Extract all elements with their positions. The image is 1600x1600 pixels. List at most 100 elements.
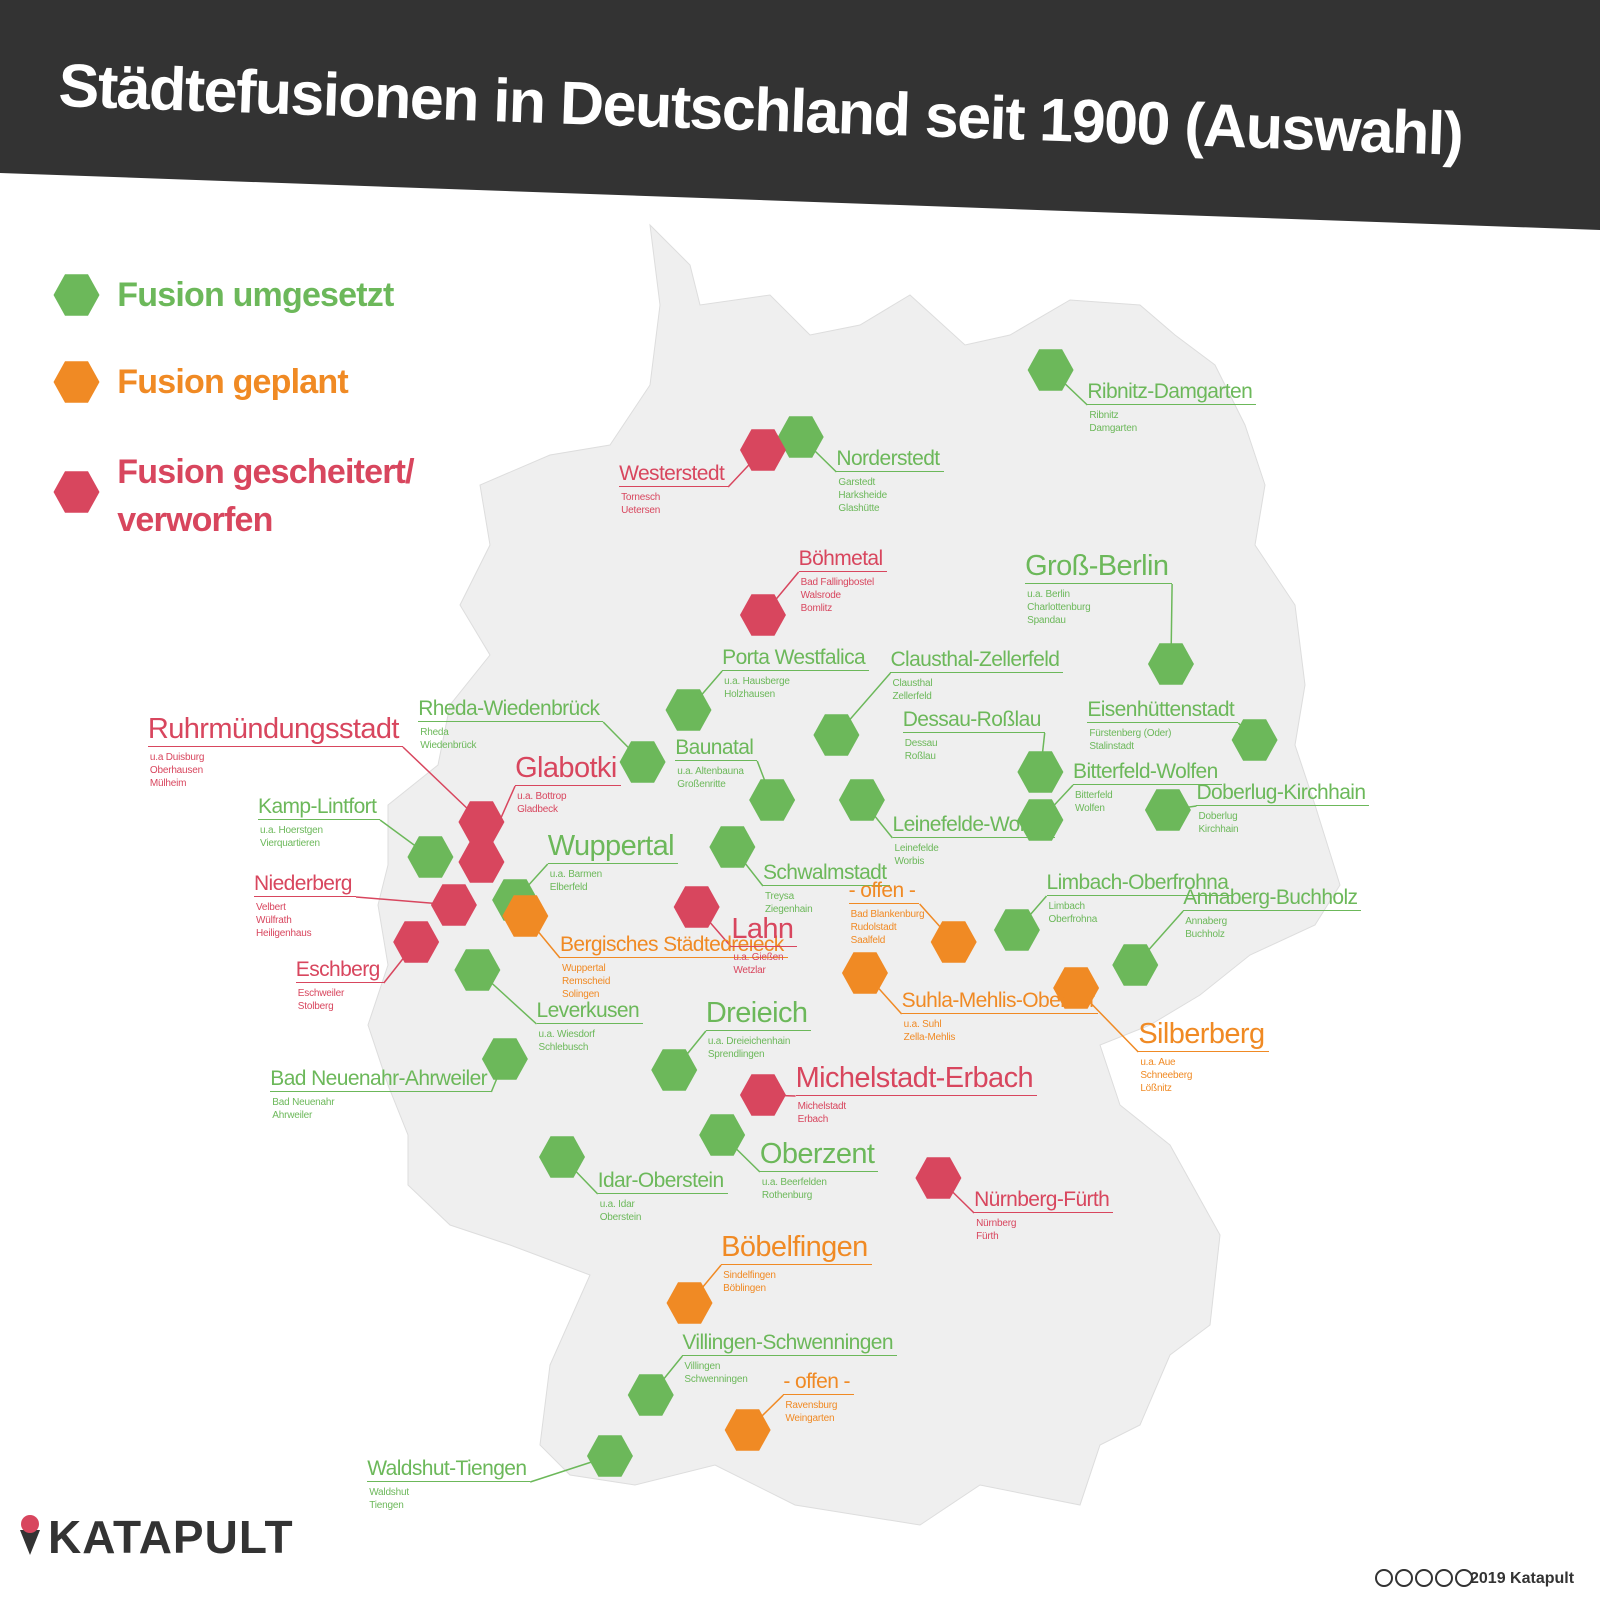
place-detail: u.a. Gießen (733, 952, 784, 963)
place-name: Waldshut-Tiengen (367, 1457, 531, 1483)
place-detail: Velbert (255, 902, 286, 913)
place-name: Suhla-Mehlis-Oberhof (901, 989, 1098, 1015)
place-hexagon (673, 886, 720, 928)
place-detail: Stolberg (297, 1001, 334, 1012)
place-detail: Garstedt (838, 477, 876, 488)
place-detail: Doberlug (1198, 811, 1238, 822)
place-detail: u.a. Barmen (549, 869, 603, 880)
place-name: Rheda-Wiedenbrück (418, 697, 604, 723)
place-name: Doberlug-Kirchhain (1196, 781, 1370, 807)
place-detail: u.a. Idar (599, 1199, 635, 1210)
place-hexagon (1027, 349, 1074, 391)
place-hexagon (1231, 719, 1278, 761)
place-detail: Roßlau (904, 751, 936, 762)
place-name: Baunatal (675, 736, 758, 762)
legend-label: Fusion geplant (117, 363, 348, 401)
place-hexagon (749, 779, 796, 821)
place-hexagon (454, 949, 501, 991)
place-hexagon (709, 826, 756, 868)
place-name: Bad Neuenahr-Ahrweiler (270, 1067, 492, 1093)
logo-icon (20, 1515, 40, 1555)
place-hexagon (458, 801, 505, 843)
place-detail: Ribnitz (1089, 410, 1119, 421)
place-detail: Nürnberg (976, 1218, 1017, 1229)
place-name: Clausthal-Zellerfeld (890, 648, 1064, 674)
place-name: Dessau-Roßlau (902, 708, 1045, 734)
place-detail: Damgarten (1089, 423, 1137, 434)
place-hexagon (1053, 967, 1100, 1009)
place-detail: Holzhausen (724, 689, 775, 700)
place-detail: Dessau (904, 738, 938, 749)
place-detail: u.a. Altenbauna (677, 766, 744, 777)
place-detail: Böblingen (723, 1283, 766, 1294)
place-hexagon (665, 689, 712, 731)
place-detail: Michelstadt (797, 1101, 847, 1112)
place-hexagon (539, 1136, 586, 1178)
place-hexagon (813, 714, 860, 756)
place-hexagon (651, 1049, 698, 1091)
place-name: Groß-Berlin (1025, 550, 1173, 585)
place-name: Michelstadt-Erbach (795, 1062, 1038, 1097)
place-name: Westerstedt (619, 462, 729, 488)
header-band (0, 0, 1600, 230)
place-detail: Bad Neuenahr (272, 1097, 335, 1108)
place-name: Villingen-Schwenningen (682, 1331, 897, 1357)
place-detail: Limbach (1048, 901, 1086, 912)
place-hexagon (739, 594, 786, 636)
place-detail: u.a. Aue (1140, 1057, 1176, 1068)
place-name: Ribnitz-Damgarten (1087, 380, 1257, 406)
place-name: Böhmetal (798, 547, 887, 573)
place-detail: Glashütte (838, 503, 880, 514)
place-hexagon (666, 1282, 713, 1324)
place-detail: Wuppertal (561, 963, 606, 974)
place-detail: Leinefelde (894, 843, 939, 854)
place-name: Nürnberg-Fürth (974, 1188, 1114, 1214)
place-hexagon (993, 909, 1040, 951)
legend-hexagon (53, 361, 100, 403)
place-detail: Spandau (1027, 615, 1066, 626)
place-name: Wuppertal (547, 830, 678, 865)
place-detail: u.a. Beerfelden (761, 1177, 827, 1188)
place-hexagon (739, 429, 786, 471)
place-hexagon (724, 1409, 771, 1451)
place-name: Oberzent (759, 1138, 879, 1173)
place-detail: u.a. Bottrop (517, 791, 567, 802)
place-name: - offen - (783, 1370, 854, 1396)
place-hexagon (1112, 944, 1159, 986)
place-detail: Worbis (894, 856, 925, 867)
place-name: Lahn (731, 913, 798, 948)
place-name: Niederberg (253, 872, 356, 898)
place-detail: Wolfen (1075, 803, 1105, 814)
place-name: Schwalmstadt (762, 861, 891, 887)
place-detail: Buchholz (1185, 929, 1225, 940)
place-detail: Ziegenhain (764, 904, 813, 915)
place-name: - offen - (848, 879, 920, 905)
place-name: Idar-Oberstein (597, 1169, 728, 1195)
place-detail: Weingarten (785, 1413, 835, 1424)
place-name: Leverkusen (536, 999, 644, 1025)
place-detail: u.a. Suhl (903, 1019, 942, 1030)
place-detail: Oberstein (599, 1212, 642, 1223)
place-detail: Schlebusch (538, 1042, 589, 1053)
place-hexagon (1017, 751, 1064, 793)
place-detail: Kirchhain (1198, 824, 1239, 835)
place-detail: u.a. Hoerstgen (260, 825, 323, 836)
place-name: Glabotki (515, 752, 621, 787)
place-hexagon (777, 416, 824, 458)
place-detail: Vierquartieren (260, 838, 320, 849)
place-hexagon (915, 1157, 962, 1199)
place-detail: Fürstenberg (Oder) (1089, 728, 1172, 739)
place-detail: Waldshut (369, 1487, 409, 1498)
place-detail: Ravensburg (785, 1400, 838, 1411)
place-detail: Uetersen (621, 505, 661, 516)
place-detail: Mülheim (149, 778, 187, 789)
place-name: Silberberg (1138, 1018, 1269, 1053)
place-detail: Walsrode (800, 590, 841, 601)
place-detail: Bad Blankenburg (850, 909, 925, 920)
place-detail: Remscheid (561, 976, 611, 987)
place-hexagon (841, 952, 888, 994)
place-detail: Stalinstadt (1089, 741, 1134, 752)
place-detail: u.a. Berlin (1027, 589, 1070, 600)
place-detail: Rudolstadt (850, 922, 897, 933)
place-detail: Ahrweiler (272, 1110, 313, 1121)
